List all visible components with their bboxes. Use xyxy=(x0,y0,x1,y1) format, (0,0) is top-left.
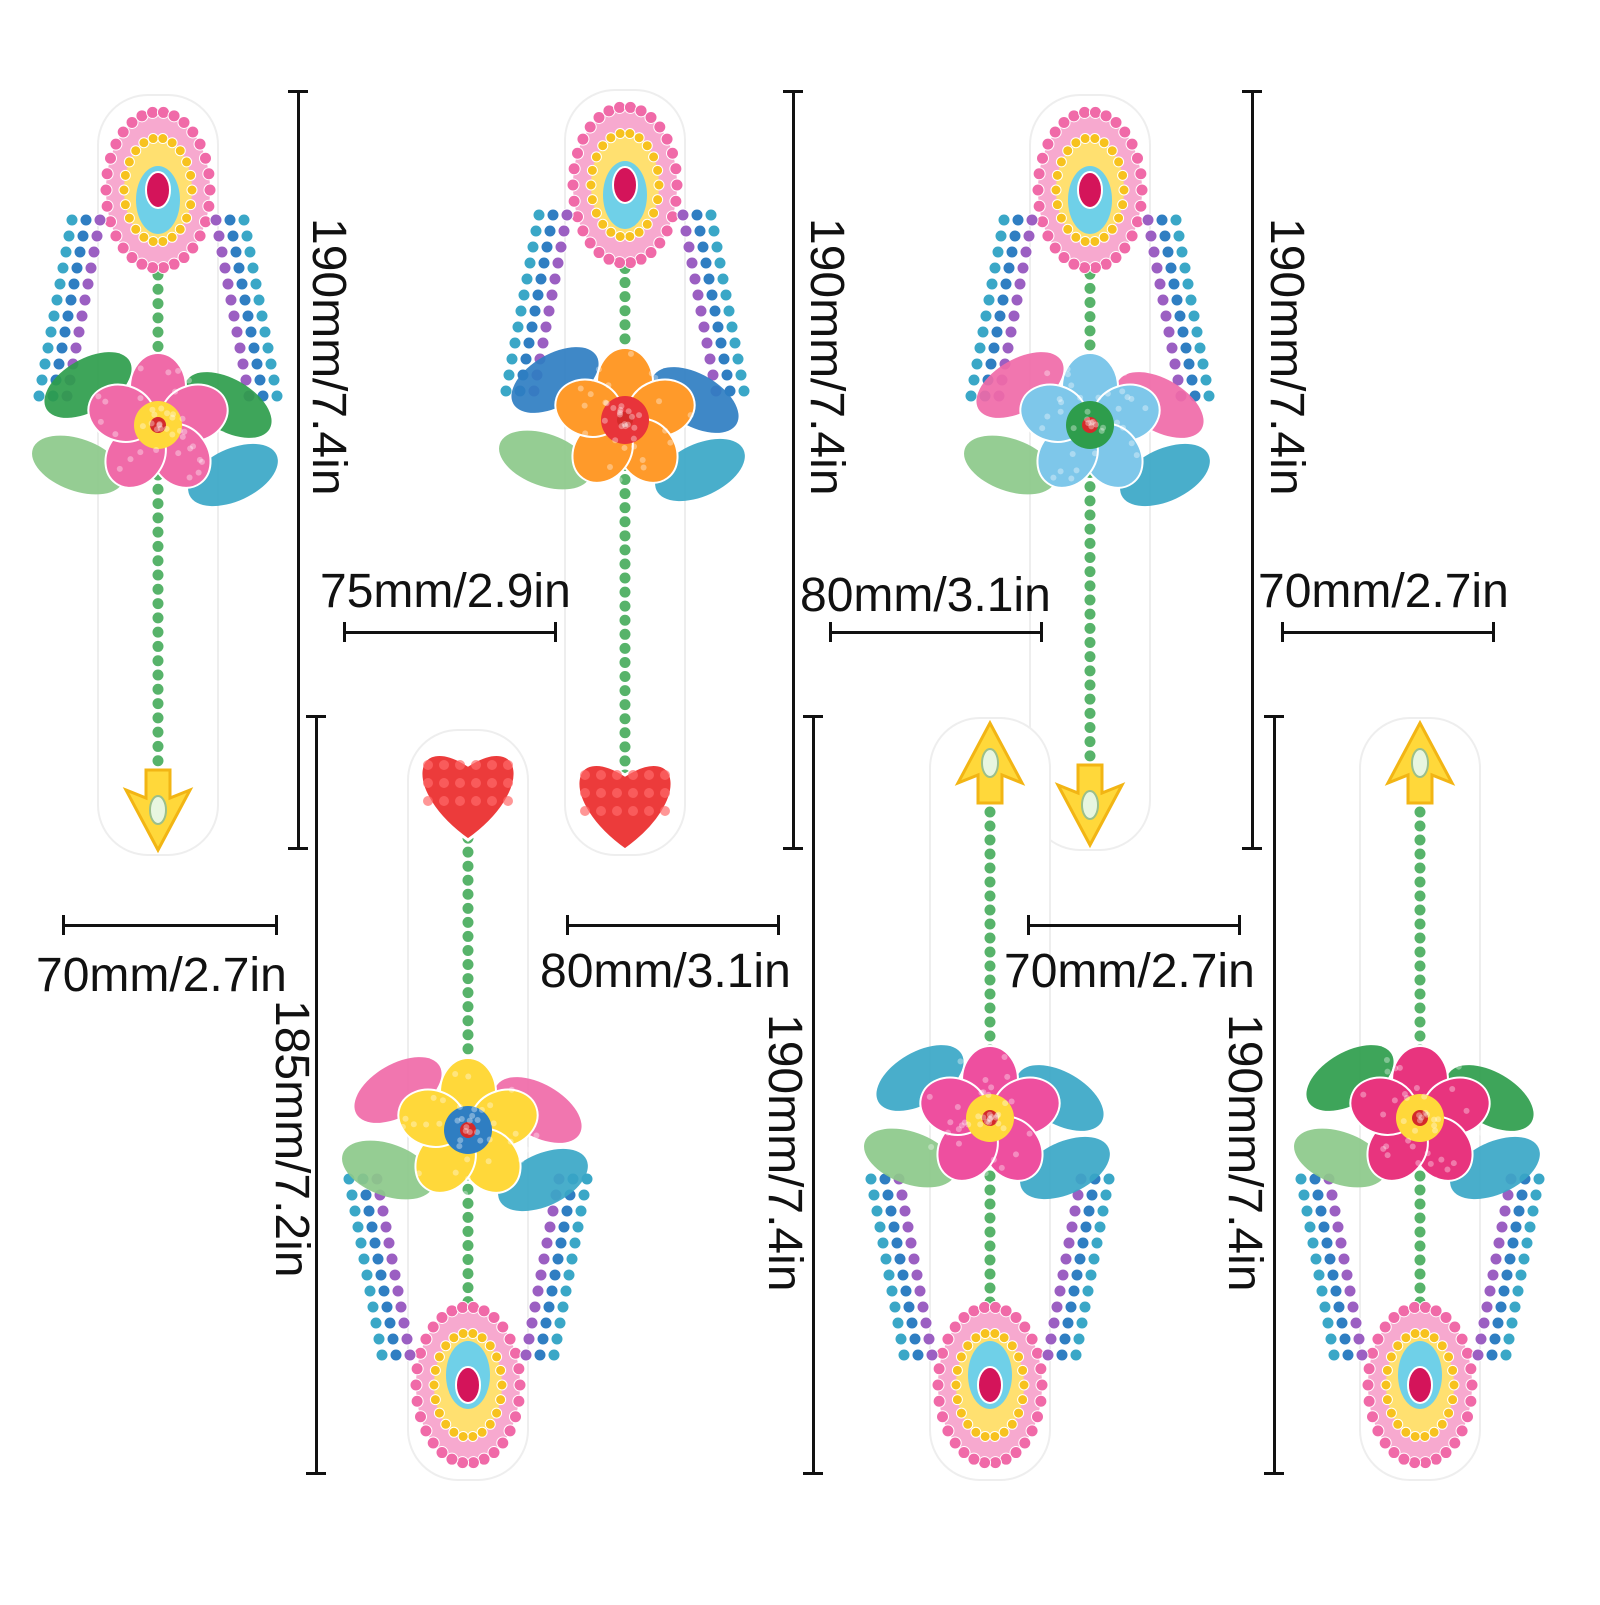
height-label-5: 190mm/7.4in xyxy=(760,1014,808,1291)
width-label-1: 70mm/2.7in xyxy=(36,952,287,1000)
bookmark-4 xyxy=(334,730,597,1480)
width-label-5: 70mm/2.7in xyxy=(1004,948,1255,996)
height-label-4: 185mm/7.2in xyxy=(267,1000,315,1277)
width-dimension-bar-1 xyxy=(62,915,278,935)
bookmark-6 xyxy=(1286,718,1549,1480)
width-label-6: 70mm/2.7in xyxy=(1258,568,1509,616)
height-label-6: 190mm/7.4in xyxy=(1220,1014,1268,1291)
width-dimension-bar-2 xyxy=(343,622,557,642)
height-label-2: 190mm/7.4in xyxy=(802,218,850,495)
height-label-3: 190mm/7.4in xyxy=(1262,218,1310,495)
width-label-4: 80mm/3.1in xyxy=(540,948,791,996)
width-label-3: 80mm/3.1in xyxy=(800,572,1051,620)
width-dimension-bar-3 xyxy=(829,622,1043,642)
height-label-1: 190mm/7.4in xyxy=(304,218,352,495)
width-dimension-bar-4 xyxy=(566,915,780,935)
bookmark-1 xyxy=(24,95,287,855)
width-dimension-bar-6 xyxy=(1281,622,1495,642)
bookmark-2 xyxy=(491,90,754,855)
height-dimension-bar-3 xyxy=(1242,90,1262,850)
width-dimension-bar-5 xyxy=(1027,915,1241,935)
width-label-2: 75mm/2.9in xyxy=(320,568,571,616)
